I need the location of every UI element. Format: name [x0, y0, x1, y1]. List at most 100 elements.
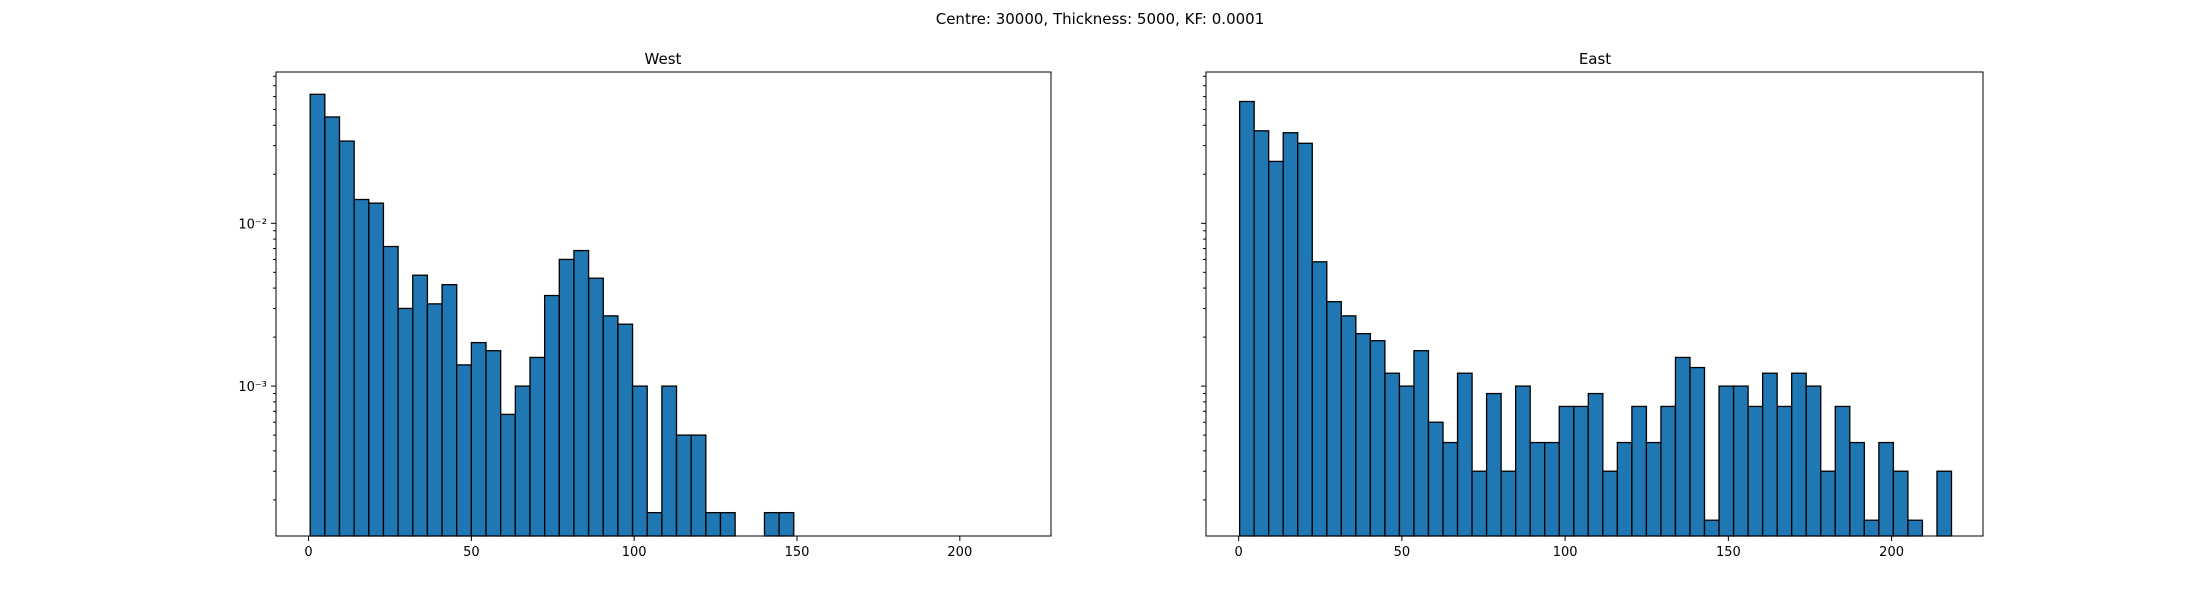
west-histogram-bar — [368, 202, 385, 537]
east-histogram-bar — [1500, 470, 1517, 537]
west-histogram-bar — [338, 140, 355, 537]
east-histogram-bar — [1398, 385, 1415, 537]
east-histogram-bar — [1907, 519, 1924, 537]
east-histogram-bar — [1471, 470, 1488, 537]
east-histogram-bar — [1587, 392, 1604, 537]
east-panel: East 0 50 100 150 200 — [1201, 50, 1984, 560]
west-histogram-bar — [309, 93, 326, 537]
west-histogram-bar — [426, 303, 443, 537]
west-histogram-bar — [602, 315, 619, 537]
east-histogram-bar — [1645, 441, 1662, 537]
west-x-tick-label: 0 — [304, 545, 312, 560]
west-histogram-bar — [353, 198, 370, 537]
east-histogram-bar — [1878, 441, 1895, 537]
west-histogram-bar — [778, 511, 795, 537]
west-histogram-bar — [514, 385, 531, 537]
west-x-tick-label: 100 — [622, 545, 647, 560]
east-histogram-bar — [1442, 441, 1459, 537]
east-histogram-bar — [1238, 100, 1255, 537]
figure-title: Centre: 30000, Thickness: 5000, KF: 0.00… — [936, 10, 1265, 28]
west-y-tick-label: 10⁻³ — [238, 380, 267, 395]
west-histogram-bar — [485, 350, 502, 537]
east-histogram-bar — [1544, 441, 1560, 537]
west-histogram-bar — [763, 511, 780, 537]
west-histogram-bar — [412, 274, 429, 537]
east-histogram-bar — [1660, 405, 1677, 537]
east-histogram-bar — [1573, 405, 1589, 537]
east-histogram-bar — [1703, 519, 1720, 537]
west-histogram-bar — [675, 434, 692, 537]
west-x-axis-ticks: 0 50 100 150 200 — [304, 536, 972, 560]
west-histogram-bar — [500, 413, 516, 537]
east-histogram-bar — [1558, 405, 1575, 537]
east-histogram-bar — [1631, 405, 1648, 537]
west-histogram-bar — [456, 364, 473, 537]
west-x-tick-label: 200 — [947, 545, 972, 560]
east-histogram-bar — [1805, 385, 1822, 537]
east-histogram-bar — [1616, 441, 1633, 537]
east-histogram-bar — [1297, 142, 1313, 537]
east-histogram-bar — [1834, 405, 1851, 537]
west-panel: West 0 50 100 150 200 10⁻² 10⁻³ — [238, 50, 1052, 560]
east-x-tick-label: 100 — [1553, 545, 1578, 560]
east-histogram-bar — [1849, 441, 1865, 537]
west-bars — [309, 93, 795, 537]
east-histogram-bar — [1515, 385, 1531, 537]
east-histogram-bar — [1689, 366, 1706, 537]
east-histogram-bar — [1369, 340, 1386, 537]
east-histogram-bar — [1674, 356, 1691, 537]
west-histogram-bar — [617, 323, 634, 537]
west-x-tick-label: 50 — [463, 545, 480, 560]
west-histogram-bar — [470, 341, 487, 537]
east-histogram-bar — [1253, 130, 1270, 537]
east-y-axis-ticks — [1201, 75, 1206, 501]
west-histogram-bar — [397, 307, 414, 537]
east-histogram-bar — [1384, 372, 1401, 537]
west-histogram-bar — [661, 385, 678, 537]
east-histogram-bar — [1355, 332, 1372, 537]
east-histogram-bar — [1326, 301, 1342, 537]
east-panel-title: East — [1579, 50, 1611, 68]
east-histogram-bar — [1791, 372, 1807, 537]
west-histogram-bar — [587, 277, 604, 537]
east-x-tick-label: 150 — [1716, 545, 1741, 560]
west-histogram-bar — [529, 356, 546, 537]
east-histogram-bar — [1268, 160, 1284, 537]
east-x-axis-ticks: 0 50 100 150 200 — [1235, 536, 1904, 560]
west-histogram-bar — [573, 249, 590, 537]
east-histogram-bar — [1892, 470, 1909, 537]
east-histogram-bar — [1340, 315, 1357, 537]
east-histogram-bar — [1732, 385, 1749, 537]
west-y-tick-label: 10⁻² — [238, 217, 267, 232]
east-histogram-bar — [1820, 470, 1836, 537]
east-histogram-bar — [1311, 261, 1328, 537]
east-histogram-bar — [1413, 350, 1430, 537]
east-histogram-bar — [1761, 372, 1778, 537]
east-bars — [1238, 100, 1953, 537]
west-panel-title: West — [645, 50, 682, 68]
west-y-axis-ticks: 10⁻² 10⁻³ — [238, 75, 276, 501]
west-x-tick-label: 150 — [785, 545, 810, 560]
west-histogram-bar — [719, 511, 736, 537]
east-histogram-bar — [1456, 372, 1473, 537]
east-histogram-bar — [1863, 519, 1880, 537]
east-x-tick-label: 200 — [1879, 545, 1904, 560]
east-histogram-bar — [1485, 392, 1502, 537]
east-histogram-bar — [1602, 470, 1619, 537]
west-histogram-bar — [558, 258, 575, 537]
east-x-tick-label: 0 — [1235, 545, 1243, 560]
west-histogram-bar — [631, 385, 648, 537]
east-histogram-bar — [1936, 470, 1953, 537]
east-histogram-bar — [1776, 405, 1793, 537]
west-histogram-bar — [324, 116, 341, 537]
east-histogram-bar — [1718, 385, 1735, 537]
west-histogram-bar — [441, 283, 458, 537]
west-histogram-bar — [705, 511, 722, 537]
west-histogram-bar — [646, 511, 663, 537]
east-axes-frame — [1205, 71, 1984, 537]
west-histogram-bar — [382, 245, 399, 537]
east-x-tick-label: 50 — [1394, 545, 1411, 560]
west-axes-frame — [275, 71, 1052, 537]
east-histogram-bar — [1529, 441, 1546, 537]
